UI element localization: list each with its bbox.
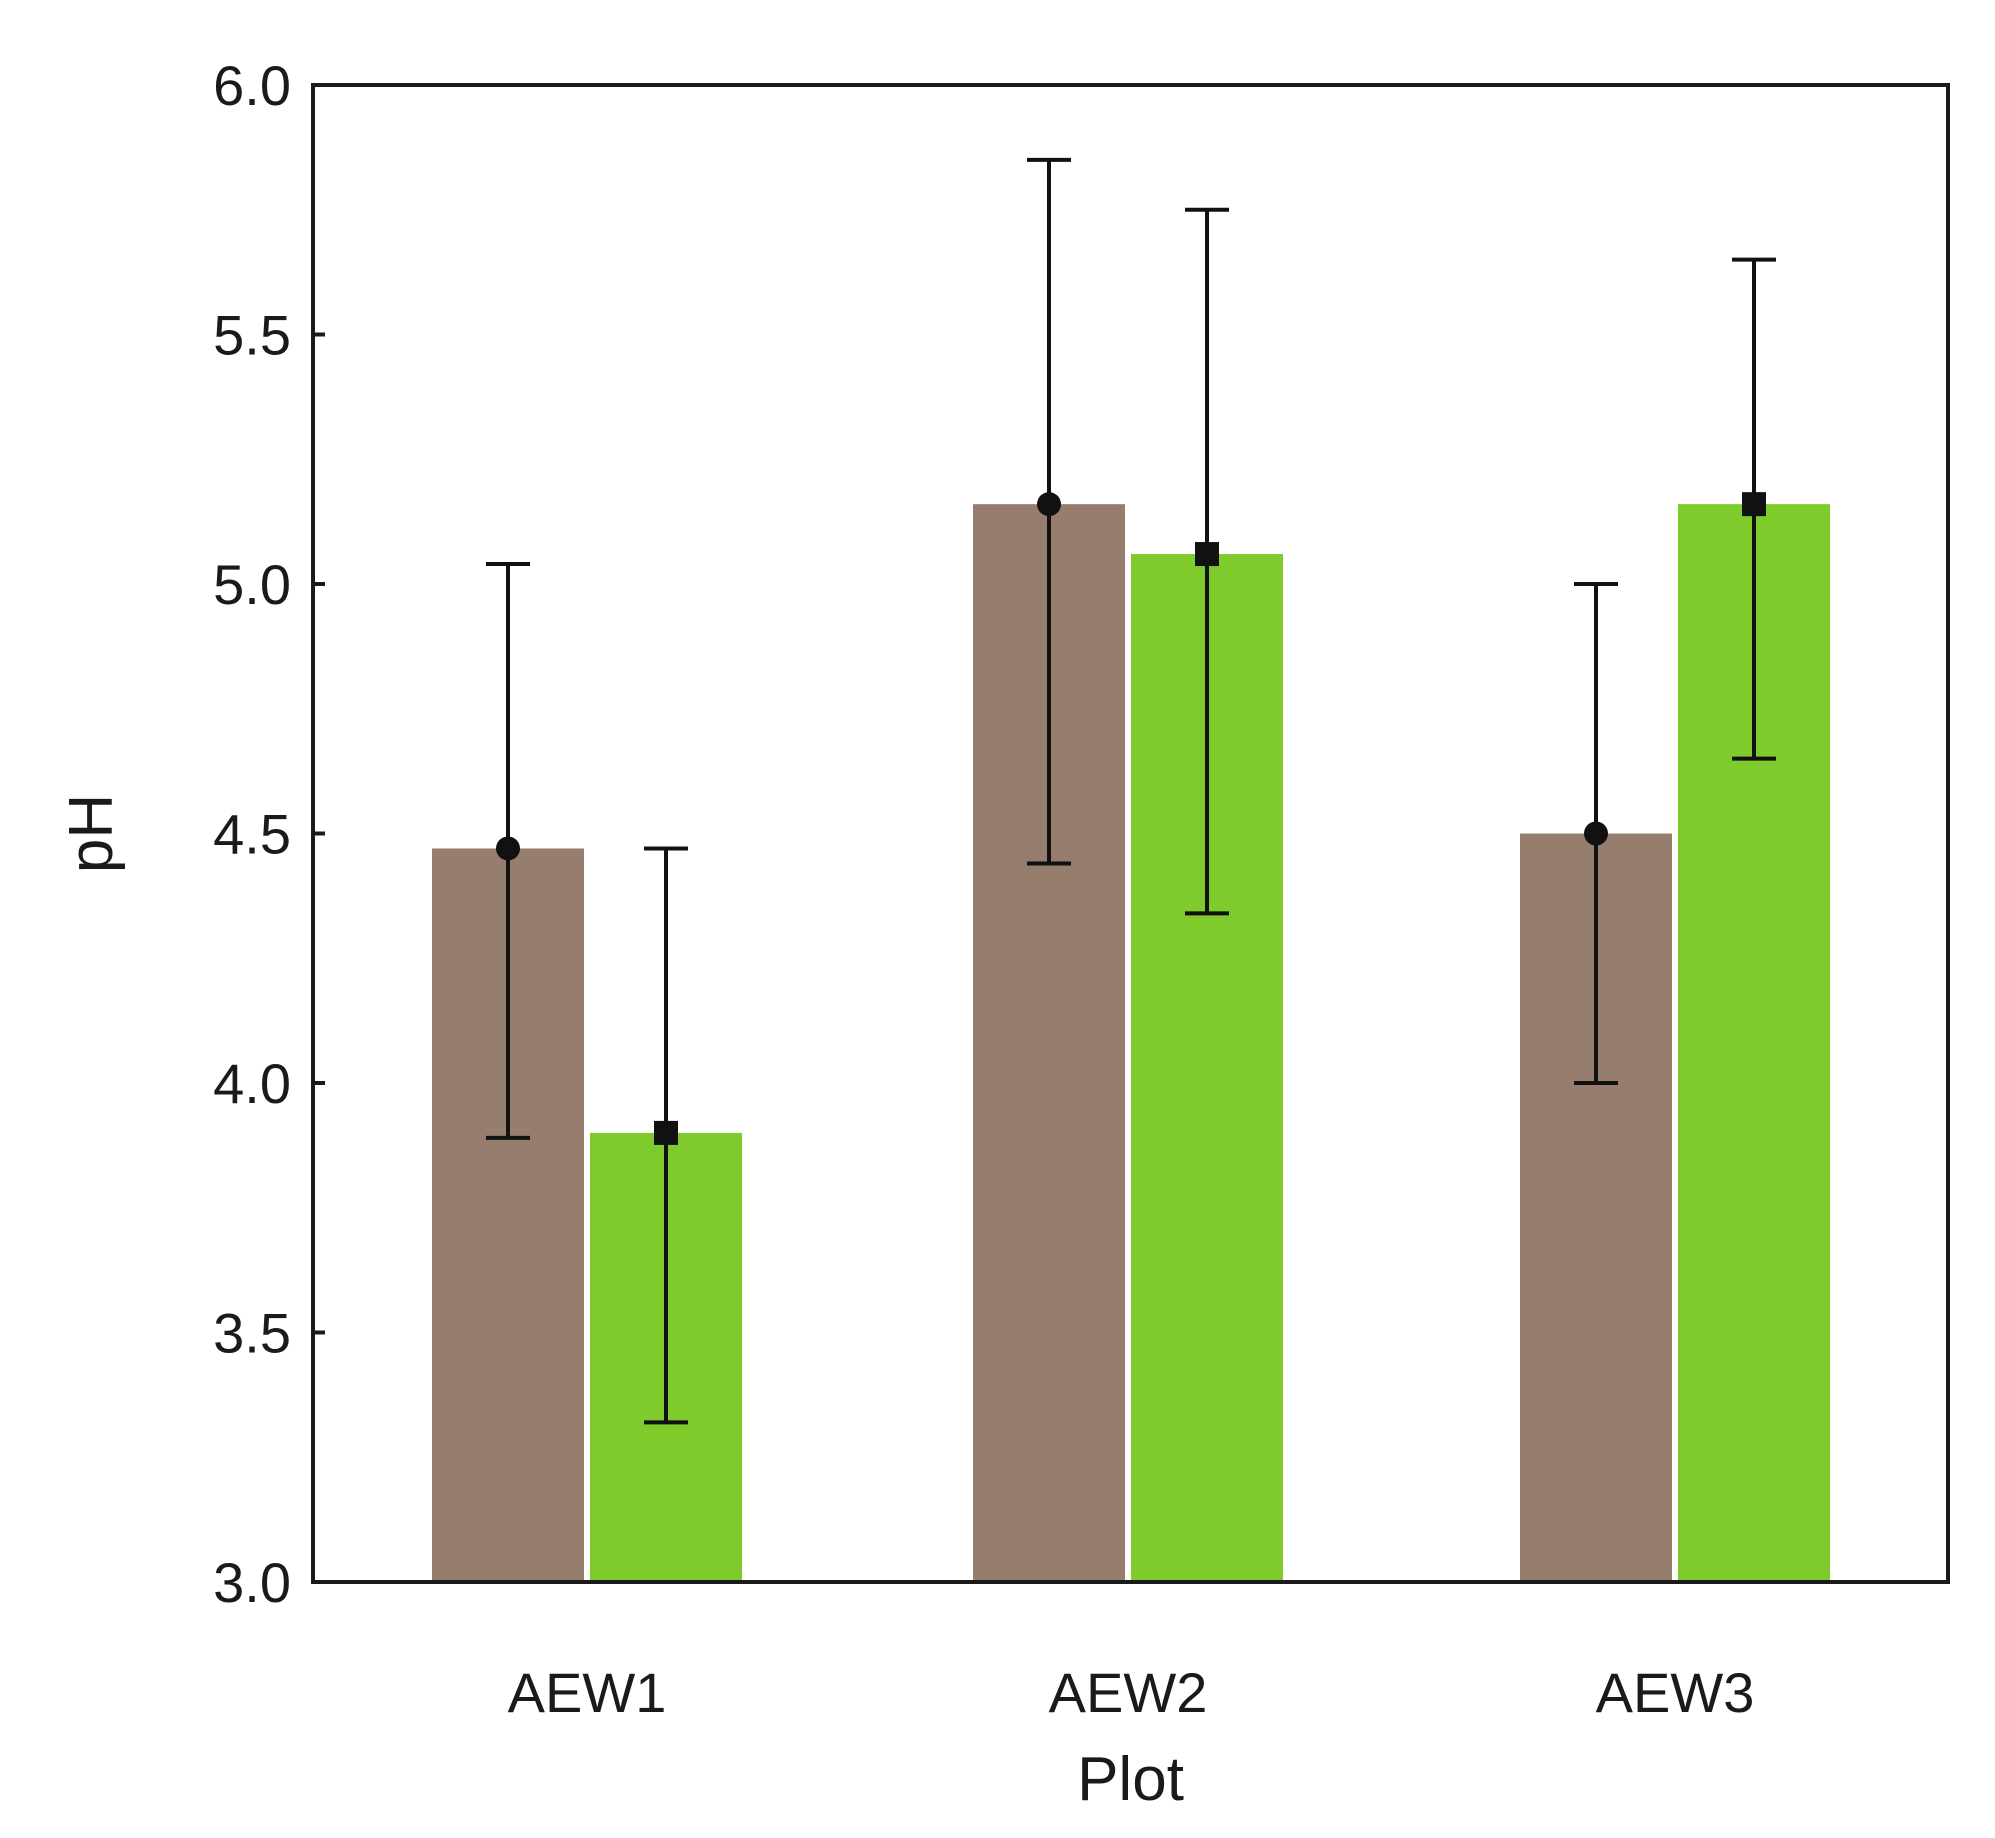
- y-axis-title: pH: [57, 794, 126, 873]
- bars-layer: [432, 504, 1830, 1580]
- x-axis: AEW1 AEW2 AEW3: [508, 1661, 1755, 1724]
- mean-marker-circle: [1584, 821, 1608, 846]
- y-tick-label: 3.0: [213, 1551, 291, 1614]
- y-tick-label: 3.5: [213, 1302, 291, 1365]
- x-axis-title: Plot: [1077, 1745, 1184, 1814]
- y-tick-label: 5.0: [213, 553, 291, 616]
- mean-marker-circle: [1037, 492, 1061, 517]
- mean-marker-square: [1742, 492, 1766, 517]
- y-tick-label: 6.0: [213, 54, 291, 117]
- mean-marker-square: [654, 1120, 678, 1145]
- y-axis: 3.0 3.5 4.0 4.5 5.0 5.5 6.0: [213, 54, 325, 1614]
- y-tick-label: 4.0: [213, 1052, 291, 1115]
- x-tick-label: AEW2: [1049, 1661, 1208, 1724]
- y-tick-label: 4.5: [213, 803, 291, 866]
- mean-marker-circle: [496, 836, 520, 861]
- y-tick-label: 5.5: [213, 304, 291, 367]
- x-tick-label: AEW3: [1596, 1661, 1755, 1724]
- mean-marker-square: [1195, 542, 1219, 567]
- x-tick-label: AEW1: [508, 1661, 667, 1724]
- markers-layer: [496, 492, 1766, 1145]
